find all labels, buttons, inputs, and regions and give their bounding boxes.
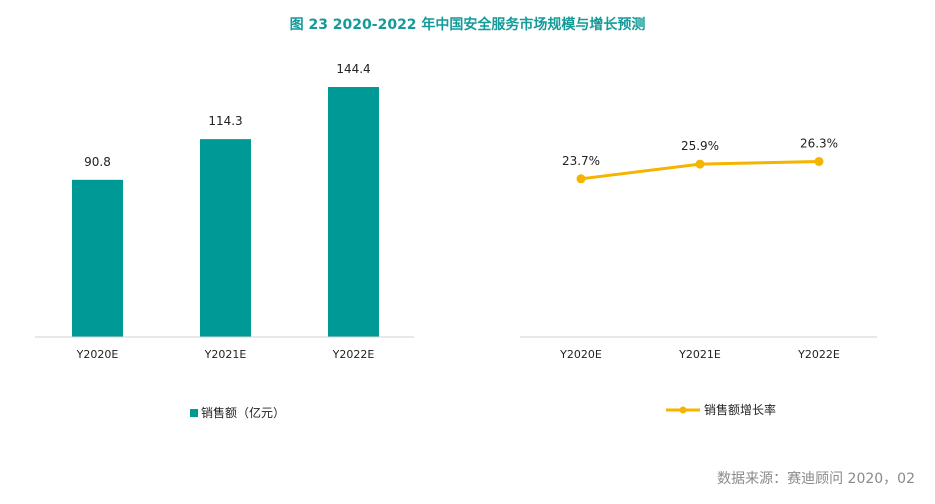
bar-x-tick-Y2021E: Y2021E [204,348,247,361]
line-x-tick-Y2021E: Y2021E [678,348,721,361]
bar-legend-swatch [190,409,198,417]
line-x-tick-Y2020E: Y2020E [559,348,602,361]
line-point-Y2020E [576,174,586,184]
line-point-Y2021E [695,159,705,169]
line-data-label-Y2020E: 23.7% [562,154,600,168]
data-source: 数据来源：赛迪顾问 2020，02 [717,471,915,487]
bar-Y2021E [200,139,251,337]
bar-data-label-Y2022E: 144.4 [336,62,370,76]
line-legend: 销售额增长率 [666,402,776,417]
bar-series: 90.8 114.3 144.4 [72,62,379,337]
line-data-label-Y2022E: 26.3% [800,136,838,150]
line-x-tick-labels: Y2020E Y2021E Y2022E [559,348,840,361]
bar-x-tick-labels: Y2020E Y2021E Y2022E [76,348,375,361]
line-chart: 23.7% 25.9% 26.3% Y2020E Y2021E Y2022E 销售额增长… [520,136,877,417]
bar-x-tick-Y2020E: Y2020E [76,348,119,361]
line-x-tick-Y2022E: Y2022E [797,348,840,361]
line-legend-marker [679,406,687,414]
line-series: 23.7% 25.9% 26.3% [562,136,838,184]
bar-legend-label: 销售额（亿元） [201,405,285,420]
bar-legend: 销售额（亿元） [190,405,285,420]
line-legend-label: 销售额增长率 [704,402,776,417]
bar-Y2022E [328,87,379,337]
figure-title: 图 23 2020-2022 年中国安全服务市场规模与增长预测 [289,17,646,33]
line-data-label-Y2021E: 25.9% [681,139,719,153]
bar-data-label-Y2021E: 114.3 [208,114,242,128]
bar-chart: 90.8 114.3 144.4 Y2020E Y2021E Y2022E 销售额（亿元… [35,62,414,420]
bar-x-tick-Y2022E: Y2022E [332,348,375,361]
line-point-Y2022E [814,156,824,166]
bar-data-label-Y2020E: 90.8 [84,155,111,169]
bar-Y2020E [72,179,123,337]
